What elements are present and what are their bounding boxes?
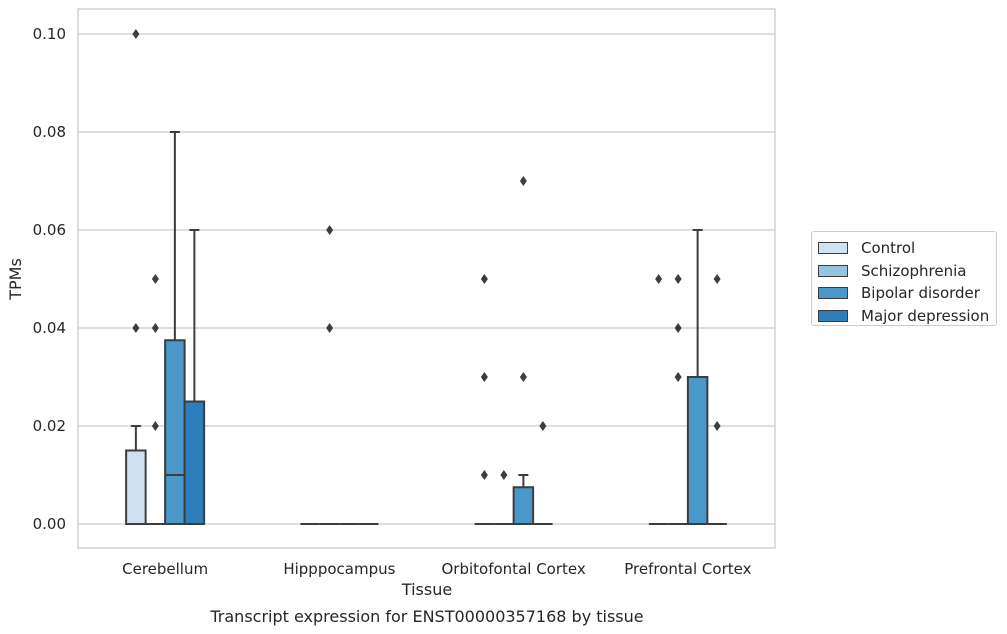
box-body	[183, 400, 206, 525]
x-tick-label: Prefrontal Cortex	[624, 560, 751, 578]
outlier-point	[132, 29, 140, 39]
outlier-point	[500, 470, 508, 480]
outlier-point	[674, 372, 682, 382]
box-2-3	[533, 421, 553, 525]
box-3-1	[668, 274, 688, 525]
x-axis-title: Tissue	[401, 580, 452, 599]
legend-item-major-depression: Major depression	[818, 305, 996, 328]
box-0-0	[125, 29, 147, 525]
outlier-point	[539, 421, 547, 431]
legend-swatch	[818, 309, 848, 322]
outlier-point	[151, 323, 159, 333]
legend: Control Schizophrenia Bipolar disorder M…	[811, 231, 997, 326]
legend-swatch	[818, 242, 848, 255]
box-body	[164, 339, 186, 525]
legend-label: Control	[861, 239, 916, 258]
y-tick-label: 0.08	[33, 123, 66, 141]
legend-swatch	[818, 287, 848, 300]
outlier-point	[480, 372, 488, 382]
legend-item-schizophrenia: Schizophrenia	[818, 260, 996, 283]
box-1-1	[319, 225, 340, 525]
legend-swatch	[818, 264, 848, 277]
outlier-point	[519, 372, 527, 382]
outlier-point	[326, 225, 334, 235]
chart-caption: Transcript expression for ENST0000035716…	[209, 607, 643, 626]
x-tick-label: Orbitofontal Cortex	[442, 560, 586, 578]
outlier-point	[132, 323, 140, 333]
plot-frame	[77, 8, 776, 549]
y-tick-label: 0.04	[33, 319, 66, 337]
legend-label: Major depression	[861, 306, 990, 325]
outlier-point	[519, 176, 527, 186]
outlier-point	[151, 274, 159, 284]
box-body	[686, 376, 709, 525]
box-0-1	[145, 274, 166, 525]
legend-label: Schizophrenia	[861, 261, 967, 280]
outlier-point	[655, 274, 663, 284]
box-0-3	[183, 229, 206, 525]
box-body	[125, 449, 147, 525]
legend-item-control: Control	[818, 237, 996, 260]
box-marks	[125, 29, 727, 525]
box-3-0	[648, 274, 669, 525]
x-tick-label: Cerebellum	[122, 560, 208, 578]
outlier-point	[151, 421, 159, 431]
outlier-point	[674, 274, 682, 284]
box-2-2	[512, 176, 535, 525]
y-axis-title: TPMs	[6, 258, 25, 301]
y-tick-label: 0.06	[33, 221, 66, 239]
outlier-point	[713, 421, 721, 431]
box-3-3	[707, 274, 727, 525]
y-tick-label: 0.10	[33, 25, 66, 43]
outlier-point	[713, 274, 721, 284]
outlier-point	[480, 470, 488, 480]
legend-item-bipolar-disorder: Bipolar disorder	[818, 282, 996, 305]
box-2-1	[494, 470, 514, 525]
box-3-2	[686, 229, 709, 525]
x-tick-label: Hipppocampus	[283, 560, 395, 578]
y-tick-labels: 0.00 0.02 0.04 0.06 0.08 0.10	[33, 25, 66, 533]
legend-label: Bipolar disorder	[861, 284, 980, 303]
outlier-point	[480, 274, 488, 284]
box-body	[512, 486, 535, 525]
x-tick-labels: Cerebellum Hipppocampus Orbitofontal Corte…	[122, 560, 751, 578]
y-tick-label: 0.02	[33, 417, 66, 435]
y-tick-label: 0.00	[33, 515, 66, 533]
outlier-point	[674, 323, 682, 333]
outlier-point	[326, 323, 334, 333]
box-2-0	[474, 274, 495, 525]
